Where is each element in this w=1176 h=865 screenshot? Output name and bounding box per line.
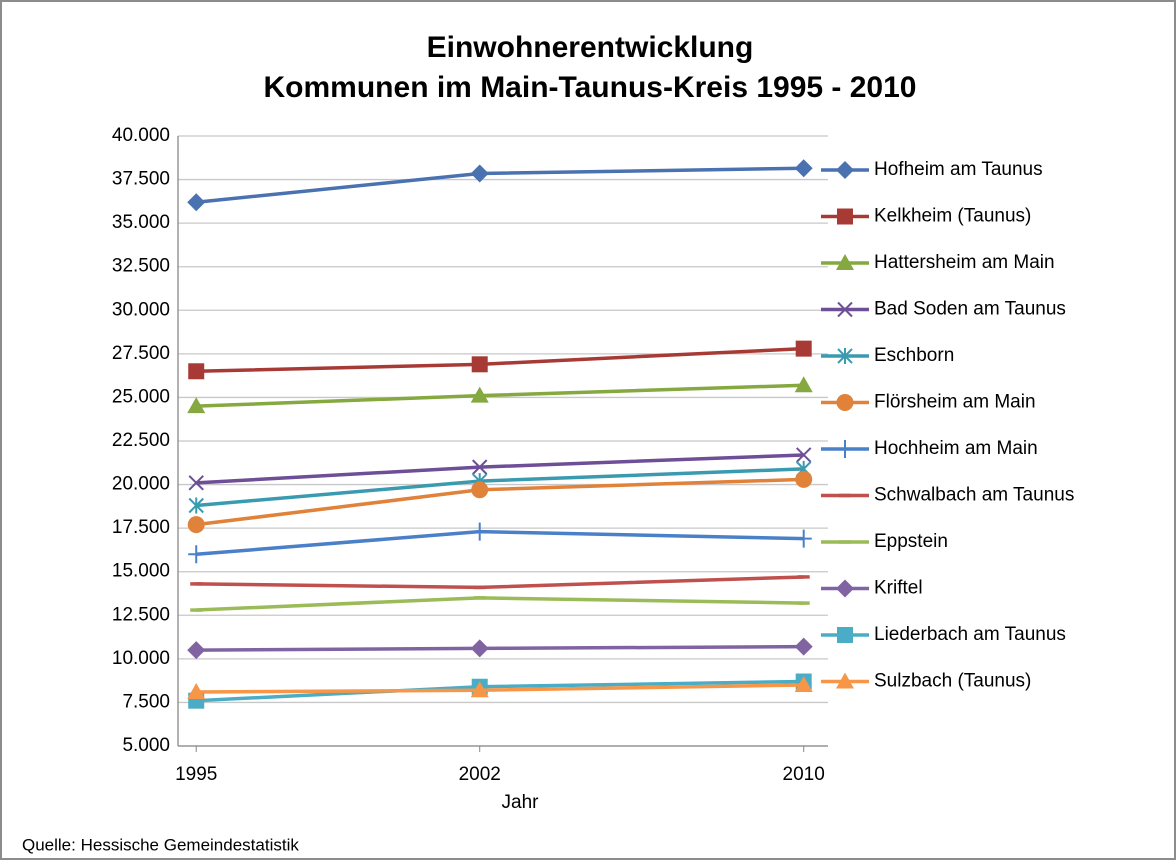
y-tick-label: 25.000	[112, 386, 170, 407]
legend-marker	[837, 208, 853, 225]
legend-label: Kriftel	[874, 578, 923, 599]
y-tick-label: 30.000	[112, 299, 170, 320]
y-tick-label: 27.500	[112, 343, 170, 364]
data-point	[470, 164, 489, 183]
chart-title: Kommunen im Main-Taunus-Kreis 1995 - 201…	[264, 71, 917, 104]
y-tick-label: 22.500	[112, 430, 170, 451]
data-point	[188, 475, 204, 491]
data-point	[795, 340, 812, 357]
y-tick-label: 12.500	[112, 604, 170, 625]
data-point	[471, 522, 488, 541]
data-point	[187, 682, 206, 699]
data-point	[188, 497, 204, 514]
y-tick-label: 5.000	[122, 735, 170, 756]
legend-marker	[837, 440, 853, 458]
x-tick-label: 2010	[783, 764, 825, 785]
data-point	[187, 193, 206, 212]
legend-label: Flörsheim am Main	[874, 392, 1036, 413]
data-point	[470, 681, 489, 698]
data-point	[471, 356, 488, 373]
legend-marker	[837, 348, 853, 364]
legend-label: Eschborn	[874, 345, 954, 366]
data-point	[795, 447, 812, 463]
data-point	[794, 376, 813, 393]
y-tick-label: 40.000	[112, 125, 170, 146]
legend-label: Schwalbach am Taunus	[874, 485, 1074, 506]
data-point	[471, 481, 489, 499]
legend-label: Sulzbach (Taunus)	[874, 671, 1031, 692]
data-point	[795, 529, 812, 548]
y-tick-label: 32.500	[112, 256, 170, 277]
y-tick-label: 7.500	[122, 691, 170, 712]
x-axis-label: Jahr	[502, 792, 540, 813]
legend-label: Bad Soden am Taunus	[874, 299, 1066, 320]
legend-marker	[836, 672, 854, 689]
data-point	[795, 470, 813, 488]
y-tick-label: 20.000	[112, 474, 170, 495]
data-point	[470, 386, 489, 403]
data-point	[470, 639, 489, 658]
data-point	[794, 676, 813, 692]
data-point	[472, 459, 488, 475]
legend-label: Kelkheim (Taunus)	[874, 206, 1031, 227]
legend-label: Liederbach am Taunus	[874, 624, 1066, 645]
data-point	[188, 363, 205, 380]
y-tick-label: 17.500	[112, 517, 170, 538]
legend-label: Hofheim am Taunus	[874, 159, 1043, 180]
chart-title: Einwohnerentwicklung	[427, 31, 754, 64]
x-tick-label: 1995	[175, 764, 217, 785]
legend-marker	[837, 627, 853, 643]
legend-marker	[836, 254, 854, 270]
legend-marker	[836, 394, 854, 411]
y-tick-label: 15.000	[112, 561, 170, 582]
legend-label: Hochheim am Main	[874, 438, 1038, 459]
y-tick-label: 10.000	[112, 648, 170, 669]
data-point	[794, 159, 813, 178]
data-point	[188, 545, 205, 564]
data-point	[187, 516, 205, 534]
legend-label: Eppstein	[874, 531, 948, 552]
data-point	[187, 397, 206, 414]
source-note: Quelle: Hessische Gemeindestatistik	[22, 835, 299, 854]
y-tick-label: 35.000	[112, 212, 170, 233]
legend-marker	[836, 579, 854, 598]
data-point	[794, 637, 813, 656]
legend-marker	[837, 301, 853, 318]
data-point	[187, 641, 206, 660]
legend-label: Hattersheim am Main	[874, 252, 1055, 273]
legend-marker	[836, 161, 854, 179]
x-tick-label: 2002	[459, 764, 501, 785]
y-tick-label: 37.500	[112, 169, 170, 190]
